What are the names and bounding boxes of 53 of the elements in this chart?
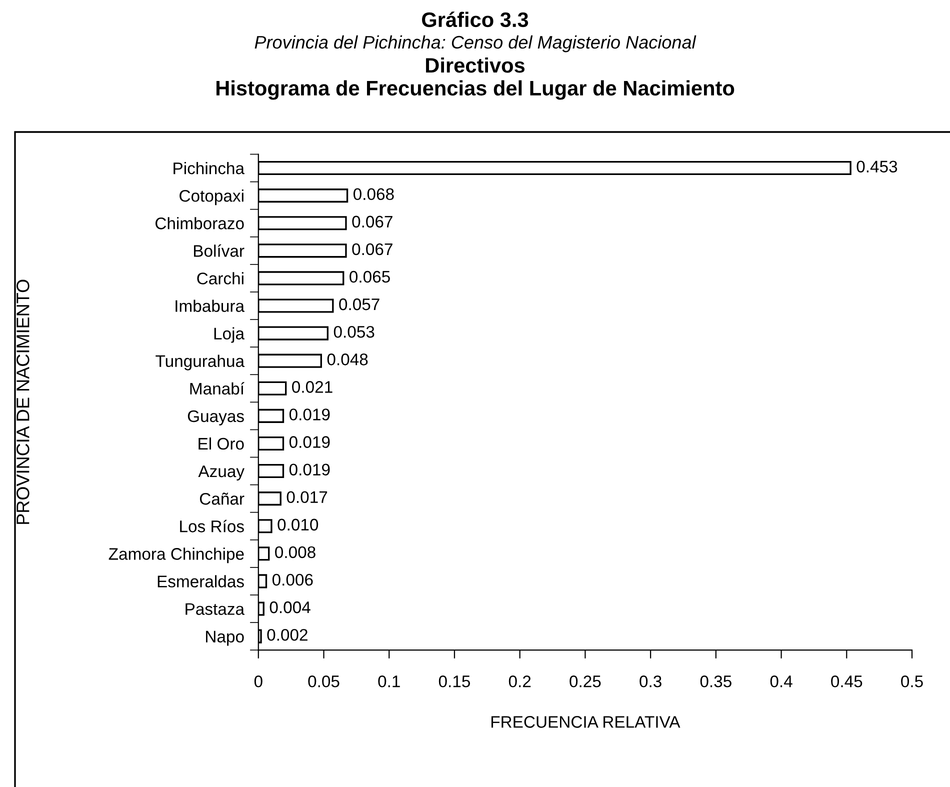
data-label: 0.002 (267, 628, 308, 641)
data-label: 0.453 (856, 160, 898, 172)
data-label: 0.004 (270, 601, 310, 614)
data-label: 0.019 (289, 408, 330, 420)
y-tick-label: Carchi (197, 272, 244, 284)
data-label: 0.065 (350, 270, 390, 283)
data-label: 0.019 (289, 464, 330, 476)
x-axis-title: FRECUENCIA RELATIVA (491, 716, 680, 728)
x-tick-label: 0.1 (378, 676, 400, 688)
data-label: 0.021 (292, 381, 332, 393)
data-label: 0.068 (353, 188, 394, 200)
data-label: 0.017 (286, 491, 328, 504)
x-tick-label: 0.45 (831, 676, 862, 688)
y-tick-label: Esmeraldas (158, 575, 244, 588)
x-tick-label: 0 (254, 676, 262, 688)
data-label: 0.053 (334, 326, 374, 338)
y-tick-label: Los Ríos (180, 520, 244, 532)
y-tick-label: Napo (206, 630, 244, 646)
x-tick-label: 0.5 (901, 676, 923, 688)
chart-subtitle: Provincia del Pichincha: Censo del Magisterio Nacional (254, 35, 696, 52)
data-label: 0.008 (275, 546, 316, 558)
data-label: 0.010 (278, 518, 318, 531)
data-label: 0.067 (352, 243, 392, 256)
x-tick-label: 0.35 (700, 676, 732, 688)
y-axis-title: PROVINCIA DE NACIMIENTO (16, 280, 30, 524)
y-tick-label: Tungurahua (156, 354, 245, 370)
x-tick-label: 0.2 (508, 676, 531, 688)
y-tick-label: Chimborazo (156, 217, 244, 230)
y-tick-label: Pichincha (174, 162, 245, 174)
y-tick-label: Pastaza (186, 603, 245, 615)
y-tick-label: Zamora Chinchipe (108, 548, 244, 564)
data-label: 0.057 (339, 298, 380, 310)
data-label: 0.067 (352, 216, 392, 228)
data-label: 0.019 (289, 436, 330, 448)
x-tick-label: 0.4 (770, 676, 792, 688)
x-tick-label: 0.25 (570, 676, 601, 688)
y-tick-label: Bolívar (194, 244, 244, 257)
text: Histograma de Frecuencias del Lugar de Nacimiento (216, 80, 734, 100)
y-tick-label: Imbabura (176, 300, 245, 312)
y-tick-label: Loja (214, 327, 245, 343)
x-tick-label: 0.05 (308, 676, 340, 688)
y-tick-label: Guayas (188, 410, 244, 426)
data-label: 0.048 (327, 354, 368, 366)
x-tick-label: 0.3 (640, 676, 662, 688)
x-tick-label: 0.15 (438, 676, 470, 688)
y-tick-label: Cotopaxi (180, 190, 244, 206)
chart-title: Gráfico 3.3 (422, 12, 528, 28)
y-tick-label: Azuay (198, 466, 244, 481)
y-tick-label: Cañar (200, 492, 244, 505)
data-label: 0.006 (272, 574, 313, 586)
text: Directivos (426, 57, 525, 73)
y-tick-label: Manabí (190, 382, 244, 395)
y-tick-label: El Oro (198, 437, 244, 450)
